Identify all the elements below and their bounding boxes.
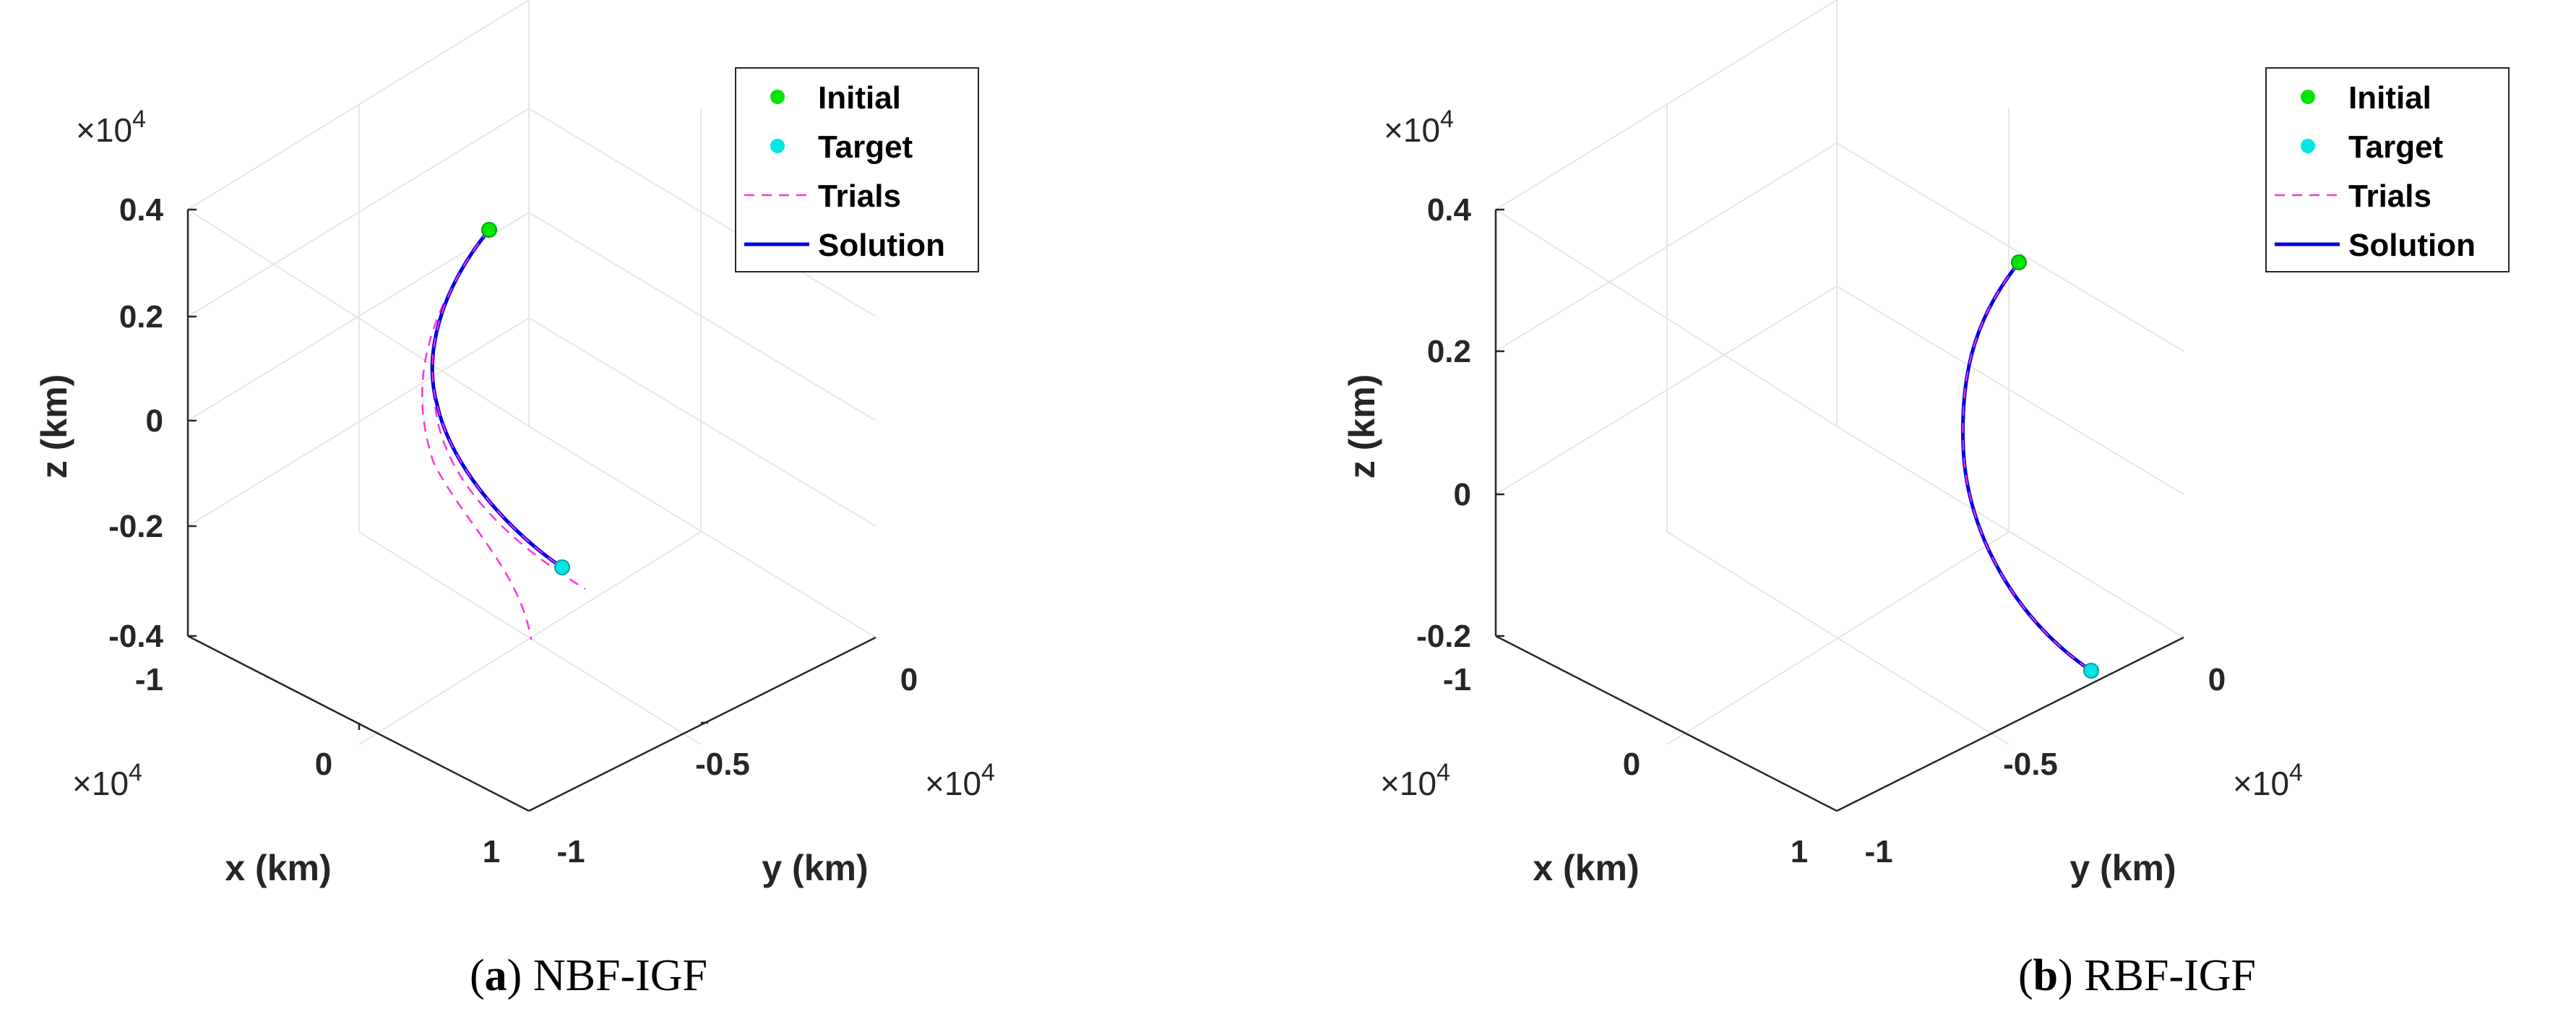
chart-b-tickmarks [1496,208,1504,637]
z-tick-b-3: -0.2 [1416,619,1471,654]
z-tick-a-3: -0.2 [108,509,163,544]
target-point-b [2083,663,2099,679]
z-multiplier-b: ×104 [1384,106,1454,149]
y-multiplier-b: ×104 [2233,759,2303,802]
z-multiplier-a: ×104 [76,106,146,149]
x-tick-b-0: -1 [1443,662,1471,697]
legend-b: Initial Target Trials Solution [2265,67,2510,272]
initial-point-a [481,222,497,238]
legend-target-label-a: Target [818,129,913,165]
y-axis-label-b: y (km) [2069,848,2176,888]
chart-panel-b: 0.4 0.2 0 -0.2 -1 0 1 -1 -0.5 0 ×104 ×10… [1288,0,2575,1027]
z-tick-a-1: 0.2 [119,299,163,335]
legend-initial-marker-a [770,90,785,104]
legend-target-marker-b [2301,139,2315,153]
initial-point-b [2011,254,2027,270]
chart-a-svg: 0.4 0.2 0 -0.2 -0.4 -1 0 1 -1 -0.5 0 ×10… [34,0,995,888]
y-tick-a-0: -1 [556,834,585,869]
caption-a: (a) NBF-IGF [470,951,707,1000]
y-axis-label-a: y (km) [762,848,868,888]
legend-trials-label-a: Trials [818,179,901,214]
legend-solution-label-b: Solution [2348,228,2476,263]
y-multiplier-a: ×104 [925,759,995,802]
legend-target-label-b: Target [2348,129,2444,165]
x-tick-b-1: 0 [1623,747,1640,782]
caption-b: (b) RBF-IGF [2018,951,2257,1000]
x-multiplier-a: ×104 [72,759,142,802]
z-tick-b-0: 0.4 [1427,192,1472,228]
chart-a-axes [186,210,876,812]
z-tick-a-4: -0.4 [108,619,163,654]
chart-b-axes [1494,210,2184,812]
z-tick-a-2: 0 [146,403,163,439]
y-tick-b-2: 0 [2208,662,2226,697]
legend-initial-label-a: Initial [818,80,901,116]
chart-panel-a: 0.4 0.2 0 -0.2 -0.4 -1 0 1 -1 -0.5 0 ×10… [34,0,995,1000]
x-tick-b-2: 1 [1791,834,1808,869]
z-tick-b-1: 0.2 [1427,334,1471,369]
solution-overlay-a [431,229,563,568]
legend-initial-label-b: Initial [2348,80,2431,116]
y-tick-a-2: 0 [900,662,918,697]
chart-b-svg: 0.4 0.2 0 -0.2 -1 0 1 -1 -0.5 0 ×104 ×10… [1342,0,2510,888]
z-axis-label-b: z (km) [1342,374,1382,478]
x-tick-a-2: 1 [483,834,500,869]
z-tick-a-0: 0.4 [119,192,164,228]
z-axis-label-a: z (km) [34,374,74,478]
z-tick-b-2: 0 [1454,477,1471,512]
y-tick-b-0: -1 [1864,834,1892,869]
legend-initial-marker-b [2301,90,2315,104]
trial-curve-a-1 [421,229,533,640]
x-tick-a-1: 0 [315,747,332,782]
legend-a: Initial Target Trials Solution [735,67,979,272]
trial-curve-b-1 [1962,262,2092,671]
target-point-a [554,559,570,575]
legend-trials-label-b: Trials [2348,179,2431,214]
x-tick-a-0: -1 [135,662,163,697]
x-axis-label-a: x (km) [225,848,331,888]
x-axis-label-b: x (km) [1533,848,1639,888]
solution-curve-a [430,228,564,570]
x-multiplier-b: ×104 [1380,759,1450,802]
legend-solution-label-a: Solution [818,228,945,263]
legend-target-marker-a [770,139,785,153]
y-tick-a-1: -0.5 [695,747,750,782]
chart-b-grid [1495,0,2184,745]
chart-a-tickmarks [188,208,708,730]
y-tick-b-1: -0.5 [2003,747,2058,782]
